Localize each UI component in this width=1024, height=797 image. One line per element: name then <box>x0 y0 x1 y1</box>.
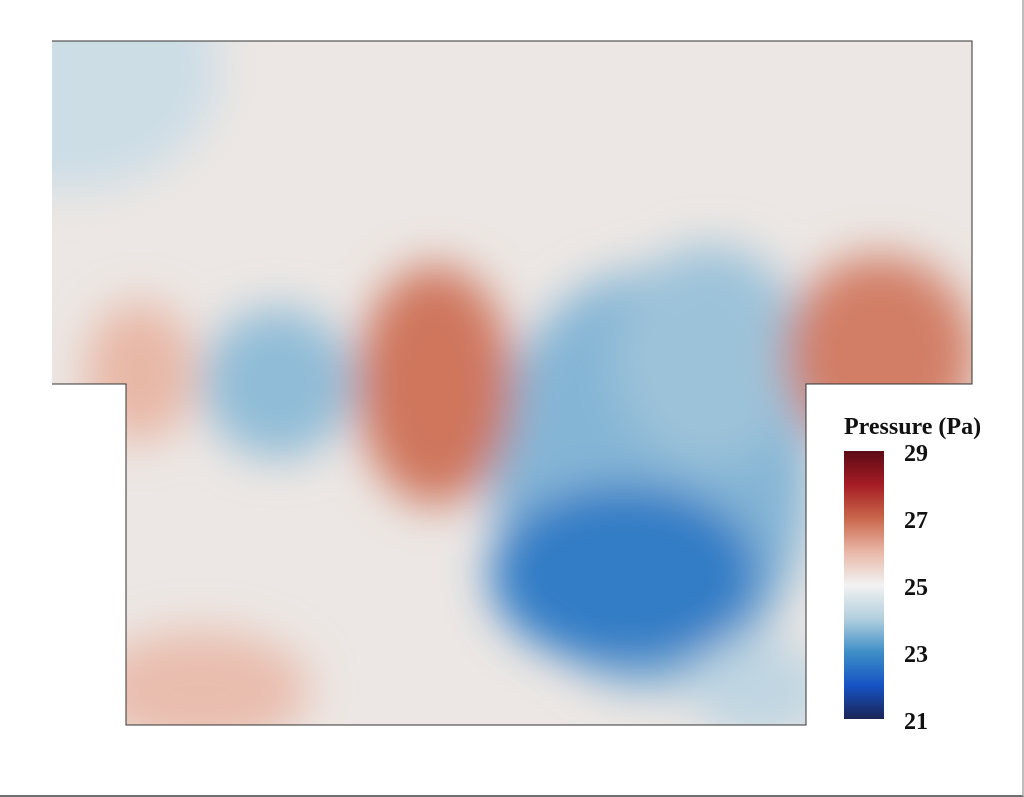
colorbar-tick-label: 29 <box>904 441 928 467</box>
field-right-upper-low <box>615 245 805 465</box>
field-left-high <box>85 302 195 442</box>
colorbar-title: Pressure (Pa) <box>844 414 981 440</box>
colorbar-scale <box>844 451 884 719</box>
colorbar-tick-label: 21 <box>904 709 928 735</box>
field-bottom-right-low <box>690 640 830 725</box>
field-upper-left-low <box>52 41 220 190</box>
colorbar-tick-label: 25 <box>904 575 928 601</box>
pressure-field <box>52 41 972 725</box>
field-center-high <box>357 265 513 505</box>
colorbar-tick-label: 23 <box>904 642 928 668</box>
colorbar-tick-label: 27 <box>904 508 928 534</box>
field-left-circular-low <box>203 308 353 458</box>
field-bottom-left-high <box>90 630 310 725</box>
domain-boundary <box>52 40 973 726</box>
colorbar: Pressure (Pa) 29 27 25 23 21 <box>844 414 981 735</box>
field-bottom-center-low <box>490 485 760 665</box>
